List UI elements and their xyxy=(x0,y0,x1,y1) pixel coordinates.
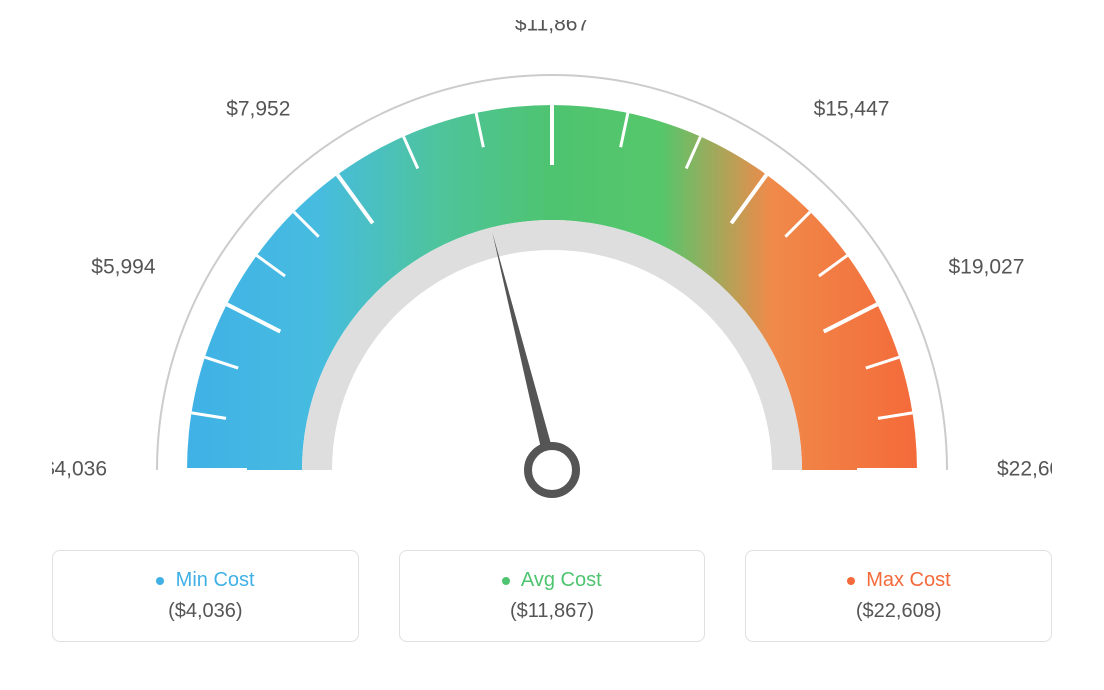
legend-card-max: Max Cost ($22,608) xyxy=(745,550,1052,642)
legend-value: ($22,608) xyxy=(856,600,942,623)
legend-label: Max Cost xyxy=(866,569,950,591)
svg-text:$15,447: $15,447 xyxy=(814,98,890,121)
dot-icon xyxy=(847,577,855,585)
legend-value: ($11,867) xyxy=(510,600,594,623)
legend-card-min: Min Cost ($4,036) xyxy=(52,550,359,642)
legend-label: Min Cost xyxy=(176,569,255,591)
dot-icon xyxy=(156,577,164,585)
legend-value: ($4,036) xyxy=(168,600,243,623)
svg-text:$22,608: $22,608 xyxy=(997,458,1052,481)
svg-text:$7,952: $7,952 xyxy=(226,98,290,121)
legend-title-avg: Avg Cost xyxy=(502,569,601,592)
legend-title-max: Max Cost xyxy=(847,569,951,592)
svg-text:$19,027: $19,027 xyxy=(948,256,1024,279)
svg-text:$4,036: $4,036 xyxy=(52,458,107,481)
legend-row: Min Cost ($4,036) Avg Cost ($11,867) Max… xyxy=(52,550,1052,642)
legend-title-min: Min Cost xyxy=(156,569,254,592)
gauge-chart: $4,036 $5,994 $7,952 $11,867 $15,447 $19,027 $… xyxy=(52,20,1052,520)
legend-label: Avg Cost xyxy=(521,569,602,591)
dot-icon xyxy=(502,577,510,585)
legend-card-avg: Avg Cost ($11,867) xyxy=(399,550,706,642)
svg-text:$5,994: $5,994 xyxy=(91,256,156,279)
svg-text:$11,867: $11,867 xyxy=(515,20,589,36)
